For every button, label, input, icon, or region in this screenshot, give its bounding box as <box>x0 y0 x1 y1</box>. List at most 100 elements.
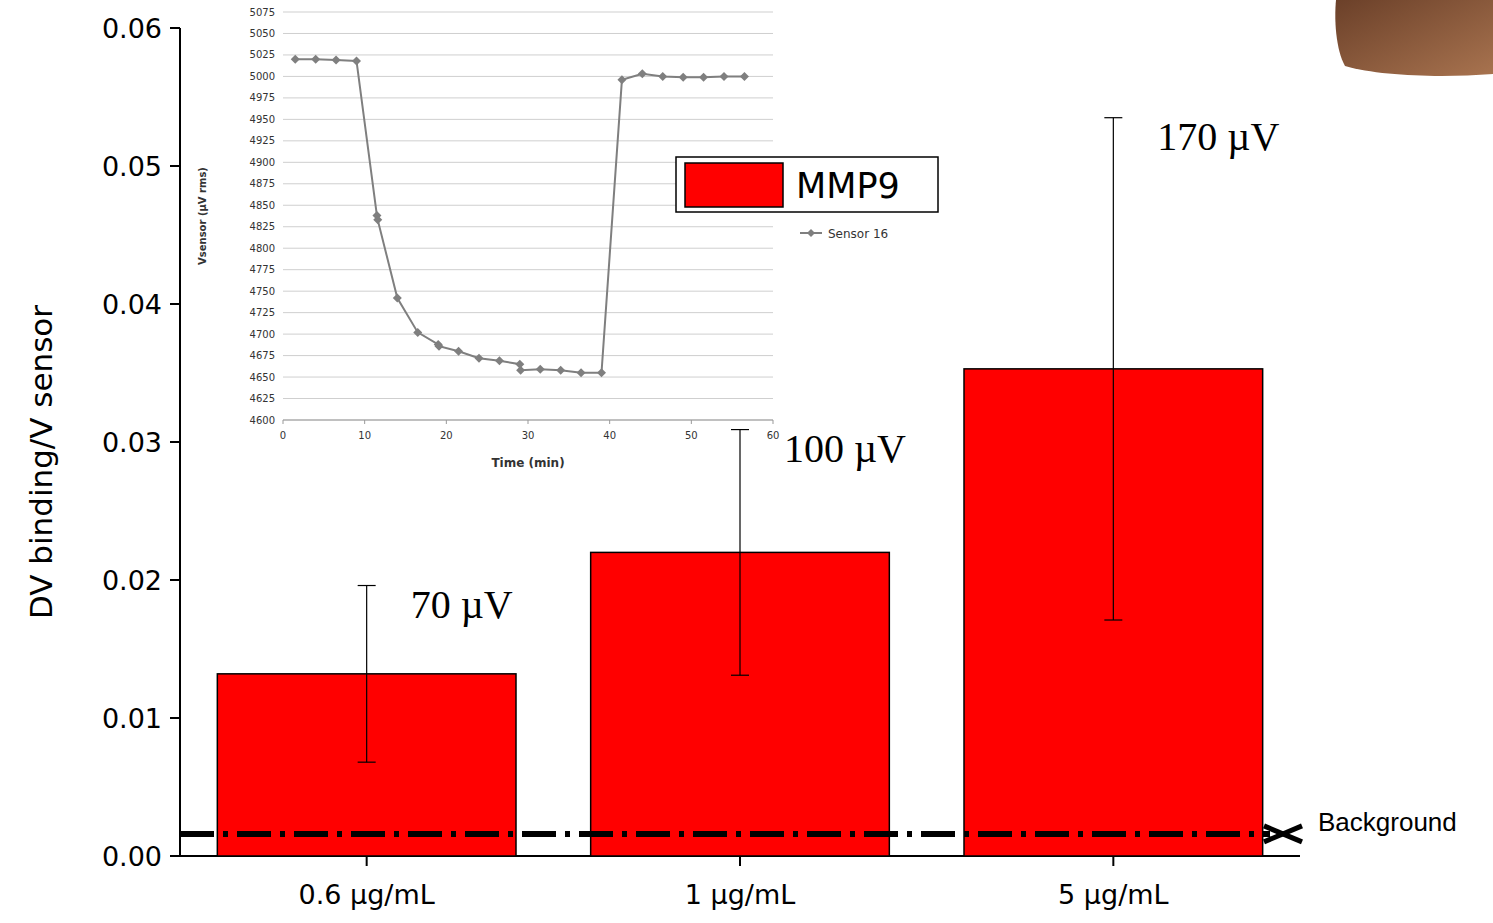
tick-label: 4850 <box>250 200 275 211</box>
error-cap <box>1104 619 1122 620</box>
legend-label: MMP9 <box>796 166 900 206</box>
grid-line <box>283 140 773 141</box>
bars <box>180 118 1270 856</box>
tick-label: 0.01 <box>102 703 162 734</box>
annotation: 100 µV <box>784 426 906 471</box>
grid-line <box>283 97 773 98</box>
tick-label: 5 µg/mL <box>1058 879 1169 910</box>
tick-label: 0.00 <box>102 841 162 872</box>
tick-label: 5075 <box>250 7 275 18</box>
tick-label: 5025 <box>250 49 275 60</box>
tick-mark <box>170 27 180 29</box>
tick-label: 4650 <box>250 372 275 383</box>
grid-line <box>283 377 773 378</box>
tick-mark <box>366 856 368 866</box>
tick-label: 0.04 <box>102 289 162 320</box>
tick-label: 4675 <box>250 350 275 361</box>
axis-title: Vsensor (µV rms) <box>197 167 208 265</box>
tick-label: 4950 <box>250 114 275 125</box>
tick-label: 60 <box>767 430 780 441</box>
annotation: 170 µV <box>1157 114 1279 159</box>
tick-label: 4625 <box>250 393 275 404</box>
marker <box>577 368 586 377</box>
marker <box>638 69 647 78</box>
tick-mark <box>170 717 180 719</box>
error-cap <box>731 675 749 676</box>
tick-label: 4975 <box>250 92 275 103</box>
tick-label: 4875 <box>250 178 275 189</box>
tick-mark <box>446 420 447 424</box>
grid-line <box>283 33 773 34</box>
tick-label: 4825 <box>250 221 275 232</box>
marker <box>311 55 320 64</box>
grid-line <box>283 312 773 313</box>
marker <box>658 72 667 81</box>
axes: 0.000.010.020.030.040.050.060.6 µg/mL1 µ… <box>23 13 1300 910</box>
marker <box>454 347 463 356</box>
error-cap <box>358 762 376 763</box>
marker <box>597 368 606 377</box>
error-bar <box>731 430 749 676</box>
marker <box>556 366 565 375</box>
chart: 4600462546504675470047254750477548004825… <box>0 0 1493 923</box>
marker <box>536 365 545 374</box>
error-whisker <box>366 586 367 763</box>
marker <box>740 72 749 81</box>
marker <box>699 73 708 82</box>
grid-line <box>283 12 773 13</box>
legend-swatch <box>685 163 783 207</box>
tick-mark <box>170 165 180 167</box>
marker <box>352 56 361 65</box>
tick-label: 1 µg/mL <box>685 879 796 910</box>
marker <box>393 294 402 303</box>
reference-line <box>180 831 1270 837</box>
tick-label: 20 <box>440 430 453 441</box>
marker <box>413 328 422 337</box>
tick-mark <box>364 420 365 424</box>
tick-mark <box>1112 856 1114 866</box>
legend-box <box>676 157 938 212</box>
tick-mark <box>691 420 692 424</box>
reference-label: Background <box>1318 807 1457 837</box>
grid-line <box>283 291 773 292</box>
error-cap <box>358 585 376 586</box>
legend: MMP9 <box>676 157 938 212</box>
tick-mark <box>609 420 610 424</box>
marker <box>679 73 688 82</box>
error-cap <box>731 429 749 430</box>
axis-title: Time (min) <box>491 456 564 470</box>
tick-mark <box>283 420 284 424</box>
line <box>295 59 744 373</box>
tick-label: 4925 <box>250 135 275 146</box>
tick-label: 5050 <box>250 28 275 39</box>
tick-label: 0.06 <box>102 13 162 44</box>
axis-title: DV binding/V sensor <box>23 305 59 619</box>
tick-mark <box>170 855 180 857</box>
inset-marks <box>291 55 749 378</box>
tick-label: 4775 <box>250 264 275 275</box>
marker <box>475 354 484 363</box>
tick-label: 40 <box>603 430 616 441</box>
grid-line <box>283 226 773 227</box>
reference-x <box>1264 826 1302 842</box>
marker <box>617 75 626 84</box>
marker <box>434 342 443 351</box>
reference-marker <box>1264 826 1302 842</box>
marker <box>332 56 341 65</box>
grid-line <box>283 355 773 356</box>
tick-mark <box>170 441 180 443</box>
grid-line <box>283 54 773 55</box>
marker <box>720 72 729 81</box>
tick-label: 4600 <box>250 415 275 426</box>
grid-line <box>283 119 773 120</box>
marker <box>291 55 300 64</box>
annotation: 70 µV <box>411 582 513 627</box>
tick-label: 0 <box>280 430 286 441</box>
grid-line <box>283 248 773 249</box>
grid-line <box>283 398 773 399</box>
tick-mark <box>528 420 529 424</box>
tick-mark <box>170 579 180 581</box>
grid-line <box>283 334 773 335</box>
error-cap <box>1104 117 1122 118</box>
tick-label: 0.05 <box>102 151 162 182</box>
